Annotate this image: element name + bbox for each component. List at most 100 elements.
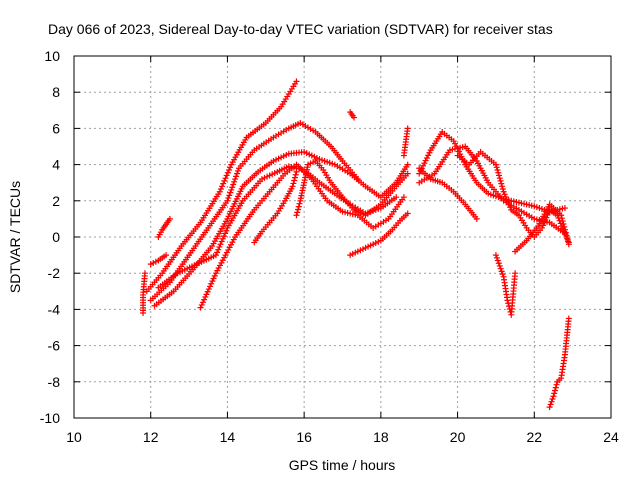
data-point: [291, 177, 298, 184]
data-point: [564, 235, 571, 242]
data-point: [498, 180, 505, 187]
data-point: [222, 175, 229, 182]
data-point: [296, 200, 303, 207]
data-point: [452, 140, 459, 147]
data-point: [416, 170, 423, 177]
data-point: [562, 229, 569, 236]
x-tick-labels: 10 12 14 16 18 20 22 24: [66, 429, 619, 445]
data-point: [234, 170, 241, 177]
x-tick-label: 10: [66, 429, 82, 445]
data-point: [551, 390, 558, 397]
data-point: [493, 254, 500, 261]
data-point: [565, 241, 572, 248]
data-point: [553, 381, 560, 388]
y-tick-label: 0: [52, 229, 60, 245]
data-point: [198, 301, 205, 308]
data-point: [561, 226, 568, 233]
data-point: [548, 398, 555, 405]
x-tick-label: 20: [450, 429, 466, 445]
data-point: [220, 233, 227, 240]
data-point: [493, 164, 500, 171]
data-point: [565, 238, 572, 245]
y-tick-label: 2: [52, 193, 60, 209]
data-point: [552, 384, 559, 391]
data-point: [547, 401, 554, 408]
y-tick-label: -10: [40, 410, 60, 426]
data-point: [232, 176, 239, 183]
data-point: [295, 206, 302, 213]
data-point: [498, 268, 505, 275]
y-axis-label: SDTVAR / TECUs: [7, 181, 23, 293]
data-point: [561, 223, 568, 230]
data-point: [504, 297, 511, 304]
data-point: [473, 215, 480, 222]
y-tick-label: 8: [52, 84, 60, 100]
data-point: [197, 304, 204, 311]
data-point: [210, 275, 217, 282]
data-point: [220, 180, 227, 187]
data-point: [404, 170, 411, 177]
data-point: [492, 161, 499, 168]
data-point: [216, 243, 223, 250]
data-point: [496, 175, 503, 182]
data-point: [218, 238, 225, 245]
data-point: [421, 160, 428, 167]
data-point: [422, 157, 429, 164]
y-tick-label: -6: [48, 338, 61, 354]
y-tick-label: 6: [52, 120, 60, 136]
data-point: [209, 278, 216, 285]
data-point: [558, 215, 565, 222]
data-point: [202, 294, 209, 301]
data-points: [140, 78, 572, 411]
data-point: [425, 152, 432, 159]
data-point: [223, 227, 230, 234]
data-point: [214, 249, 221, 256]
data-point: [546, 404, 553, 411]
data-point: [224, 197, 231, 204]
y-tick-label: -2: [48, 265, 61, 281]
data-point: [492, 252, 499, 259]
data-point: [561, 205, 568, 212]
y-tick-label: 4: [52, 157, 60, 173]
data-point: [420, 162, 427, 169]
data-point: [455, 148, 462, 155]
data-point: [351, 114, 358, 121]
data-point: [497, 177, 504, 184]
y-tick-label: -4: [48, 301, 61, 317]
data-point: [495, 172, 502, 179]
data-point: [163, 252, 170, 259]
data-point: [207, 283, 214, 290]
data-point: [221, 177, 228, 184]
data-point: [496, 262, 503, 269]
data-point: [208, 280, 215, 287]
data-point: [292, 171, 299, 178]
x-tick-label: 18: [373, 429, 389, 445]
data-point: [211, 272, 218, 279]
data-point: [404, 125, 411, 132]
x-tick-label: 24: [603, 429, 619, 445]
data-point: [212, 252, 219, 259]
data-point: [141, 270, 148, 277]
data-point: [203, 291, 210, 298]
data-point: [290, 180, 297, 187]
data-point: [426, 149, 433, 156]
data-point: [497, 265, 504, 272]
data-point: [404, 210, 411, 217]
data-point: [450, 138, 457, 145]
y-tick-labels: -10 -8 -6 -4 -2 0 2 4 6 8 10: [40, 48, 60, 426]
axis-ticks: [73, 55, 612, 419]
data-point: [229, 184, 236, 191]
data-point: [393, 194, 400, 201]
data-point: [217, 241, 224, 248]
data-point: [222, 230, 229, 237]
data-point: [423, 154, 430, 161]
data-point: [217, 186, 224, 193]
data-point: [224, 169, 231, 176]
data-point: [512, 270, 519, 277]
y-tick-label: -8: [48, 374, 61, 390]
data-point: [289, 183, 296, 190]
data-point: [223, 172, 230, 179]
x-axis-label: GPS time / hours: [289, 457, 396, 473]
data-point: [227, 189, 234, 196]
